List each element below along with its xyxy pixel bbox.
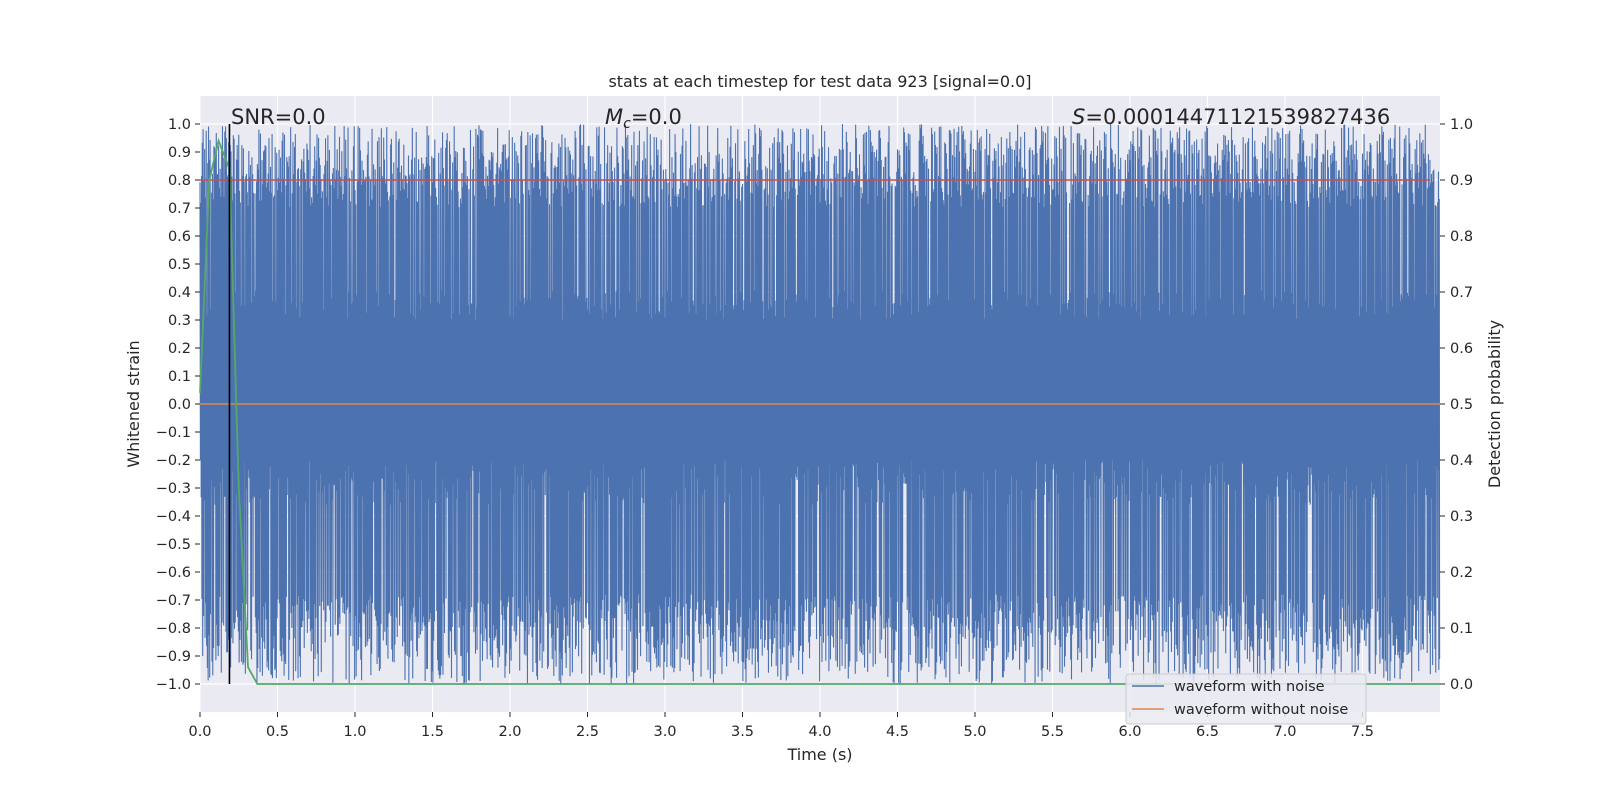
snr-annotation: SNR=0.0 <box>231 105 326 129</box>
y-tick-7: 0.3 <box>168 313 191 329</box>
y-tick-8: 0.2 <box>168 341 191 357</box>
y-tick-2: 0.8 <box>168 173 191 189</box>
x-tick-14: 7.0 <box>1273 724 1296 740</box>
detection-probability-line <box>199 137 1440 685</box>
mc-annotation: Mc=0.0 <box>605 105 682 132</box>
y-tick-labels: 1.0 0.9 0.8 0.7 0.6 0.5 0.4 0.3 0.2 0.1 0.0 −0.1 −0.… <box>156 117 200 693</box>
y-right-tick-9: 0.1 <box>1450 621 1473 637</box>
x-tick-2: 1.0 <box>343 724 366 740</box>
x-tick-7: 3.5 <box>731 724 754 740</box>
y-tick-3: 0.7 <box>168 201 191 217</box>
y-axis-label: Whitened strain <box>124 340 143 467</box>
s-value: =0.0001447112153982743​6 <box>1085 105 1390 129</box>
s-symbol: S <box>1072 105 1085 129</box>
legend-label-clean: waveform without noise <box>1174 702 1348 718</box>
y-tick-15: −0.5 <box>156 537 191 553</box>
y-tick-13: −0.3 <box>156 481 191 497</box>
mc-subscript: c <box>623 116 631 132</box>
y-tick-0: 1.0 <box>168 117 191 133</box>
x-tick-8: 4.0 <box>808 724 831 740</box>
y-tick-18: −0.8 <box>156 621 191 637</box>
mc-symbol: M <box>605 105 623 129</box>
x-tick-12: 6.0 <box>1118 724 1141 740</box>
y-tick-10: 0.0 <box>168 397 191 413</box>
y-tick-5: 0.5 <box>168 257 191 273</box>
s-annotation: S=0.0001447112153982743​6 <box>1072 105 1390 129</box>
y-right-tick-5: 0.5 <box>1450 397 1473 413</box>
y-tick-12: −0.2 <box>156 453 191 469</box>
x-tick-1: 0.5 <box>266 724 289 740</box>
chart-title: stats at each timestep for test data 923… <box>608 72 1031 91</box>
y-right-axis-label: Detection probability <box>1485 320 1504 488</box>
y-right-tick-labels: 1.0 0.9 0.8 0.7 0.6 0.5 0.4 0.3 0.2 0.1 0.0 <box>1440 117 1473 693</box>
noise-series <box>199 124 1441 684</box>
x-tick-11: 5.5 <box>1041 724 1064 740</box>
y-right-tick-0: 1.0 <box>1450 117 1473 133</box>
x-tick-13: 6.5 <box>1196 724 1219 740</box>
x-tick-labels: 0.0 0.5 1.0 1.5 2.0 2.5 3.0 3.5 4.0 4.5 5.0 5.5 6.0 6… <box>188 712 1374 740</box>
y-right-tick-1: 0.9 <box>1450 173 1473 189</box>
y-tick-20: −1.0 <box>156 677 191 693</box>
x-axis-label: Time (s) <box>786 745 852 764</box>
y-tick-9: 0.1 <box>168 369 191 385</box>
y-tick-17: −0.7 <box>156 593 191 609</box>
y-right-tick-4: 0.6 <box>1450 341 1473 357</box>
x-tick-3: 1.5 <box>421 724 444 740</box>
y-tick-14: −0.4 <box>156 509 191 525</box>
y-tick-6: 0.4 <box>168 285 191 301</box>
x-tick-10: 5.0 <box>963 724 986 740</box>
x-tick-15: 7.5 <box>1351 724 1374 740</box>
y-right-tick-7: 0.3 <box>1450 509 1473 525</box>
x-tick-0: 0.0 <box>188 724 211 740</box>
x-tick-9: 4.5 <box>886 724 909 740</box>
y-tick-1: 0.9 <box>168 145 191 161</box>
noise-waveform <box>199 124 1441 684</box>
legend: waveform with noise waveform without noi… <box>1125 673 1367 725</box>
y-right-tick-10: 0.0 <box>1450 677 1473 693</box>
y-right-tick-6: 0.4 <box>1450 453 1473 469</box>
x-tick-4: 2.0 <box>498 724 521 740</box>
overlay-lines <box>199 124 1440 685</box>
legend-label-noise: waveform with noise <box>1174 679 1325 695</box>
y-tick-11: −0.1 <box>156 425 191 441</box>
y-tick-16: −0.6 <box>156 565 191 581</box>
y-tick-19: −0.9 <box>156 649 191 665</box>
mc-value: =0.0 <box>631 105 682 129</box>
y-right-tick-3: 0.7 <box>1450 285 1473 301</box>
x-tick-6: 3.0 <box>653 724 676 740</box>
legend-box <box>1125 673 1367 725</box>
x-tick-5: 2.5 <box>576 724 599 740</box>
y-right-tick-8: 0.2 <box>1450 565 1473 581</box>
y-tick-4: 0.6 <box>168 229 191 245</box>
y-right-tick-2: 0.8 <box>1450 229 1473 245</box>
